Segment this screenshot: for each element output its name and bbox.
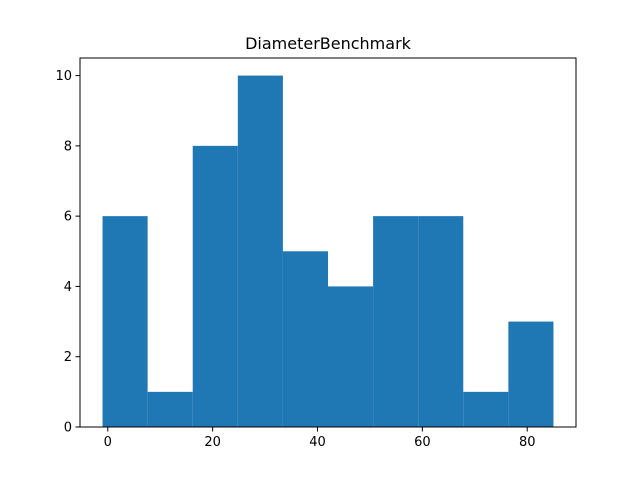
bars-group xyxy=(102,75,554,428)
histogram-bar-5 xyxy=(328,286,374,427)
histogram-bar-7 xyxy=(418,216,464,427)
histogram-bar-0 xyxy=(102,216,148,427)
histogram-bar-6 xyxy=(373,216,419,427)
histogram-bar-2 xyxy=(192,145,238,427)
chart-title: DiameterBenchmark xyxy=(245,34,412,53)
y-tick-label-1: 2 xyxy=(64,350,72,365)
x-tick-label-2: 40 xyxy=(309,435,326,450)
y-tick-label-5: 10 xyxy=(55,69,72,84)
y-tick-label-2: 4 xyxy=(64,280,72,295)
x-tick-label-4: 80 xyxy=(519,435,536,450)
axes-frame xyxy=(79,57,577,428)
y-tick-label-3: 6 xyxy=(64,210,72,225)
x-tick-label-0: 0 xyxy=(104,435,112,450)
y-tick-label-4: 8 xyxy=(64,139,72,154)
histogram-bar-8 xyxy=(463,391,509,427)
x-tick-label-1: 20 xyxy=(204,435,221,450)
axes-group: 0 20 40 60 80 0 2 4 6 8 10 xyxy=(55,57,577,450)
histogram-bar-3 xyxy=(237,75,283,428)
x-tick-label-3: 60 xyxy=(414,435,431,450)
y-tick-label-0: 0 xyxy=(64,421,72,436)
histogram-bar-1 xyxy=(147,391,193,427)
histogram-bar-4 xyxy=(282,251,328,427)
histogram-bar-9 xyxy=(508,321,554,427)
